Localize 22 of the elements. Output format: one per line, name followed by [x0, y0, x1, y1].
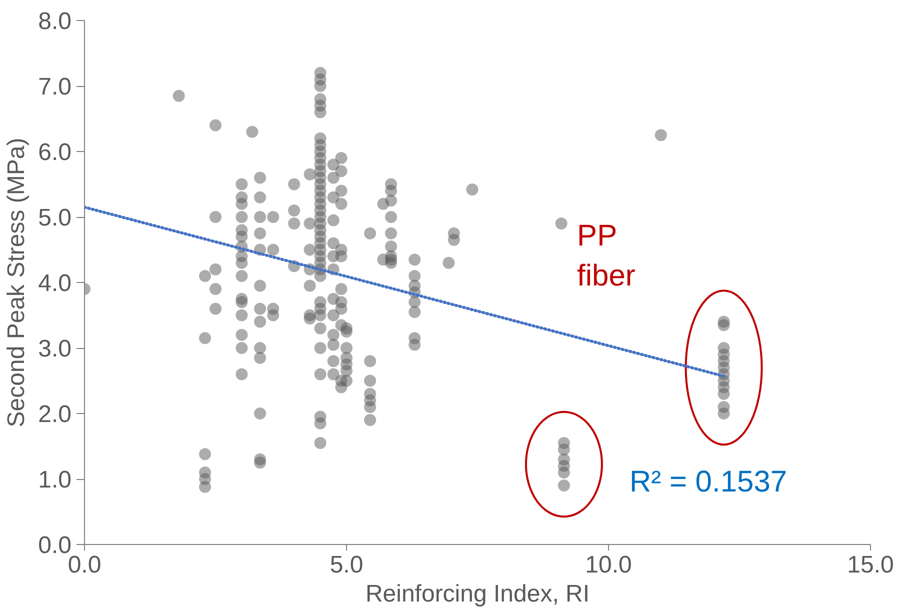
y-tick-label: 5.0	[38, 204, 72, 232]
point	[718, 319, 730, 332]
y-tick-label: 8.0	[38, 8, 72, 35]
x-tick-label: 10.0	[585, 552, 632, 578]
y-tick-label: 4.0	[38, 270, 72, 297]
x-tick-label: 5.0	[330, 552, 364, 578]
annotation: R² = 0.1537	[629, 466, 788, 499]
point	[718, 408, 730, 420]
y-tick-label: 2.0	[38, 401, 72, 428]
annotation: PP fiber	[577, 220, 636, 292]
point	[558, 444, 570, 456]
y-tick-label: 6.0	[38, 139, 72, 166]
x-tick-label: 0.0	[68, 552, 102, 578]
point	[558, 466, 570, 478]
x-axis-title: Reinforcing Index, RI	[365, 580, 590, 608]
point	[558, 480, 570, 492]
point	[718, 388, 730, 400]
y-tick-label: 7.0	[38, 74, 72, 100]
x-tick-label: 15.0	[847, 552, 894, 578]
y-tick-label: 3.0	[38, 336, 72, 362]
y-axis-title: Second Peak Stress (MPa)	[3, 138, 30, 428]
y-tick-label: 1.0	[38, 466, 72, 494]
